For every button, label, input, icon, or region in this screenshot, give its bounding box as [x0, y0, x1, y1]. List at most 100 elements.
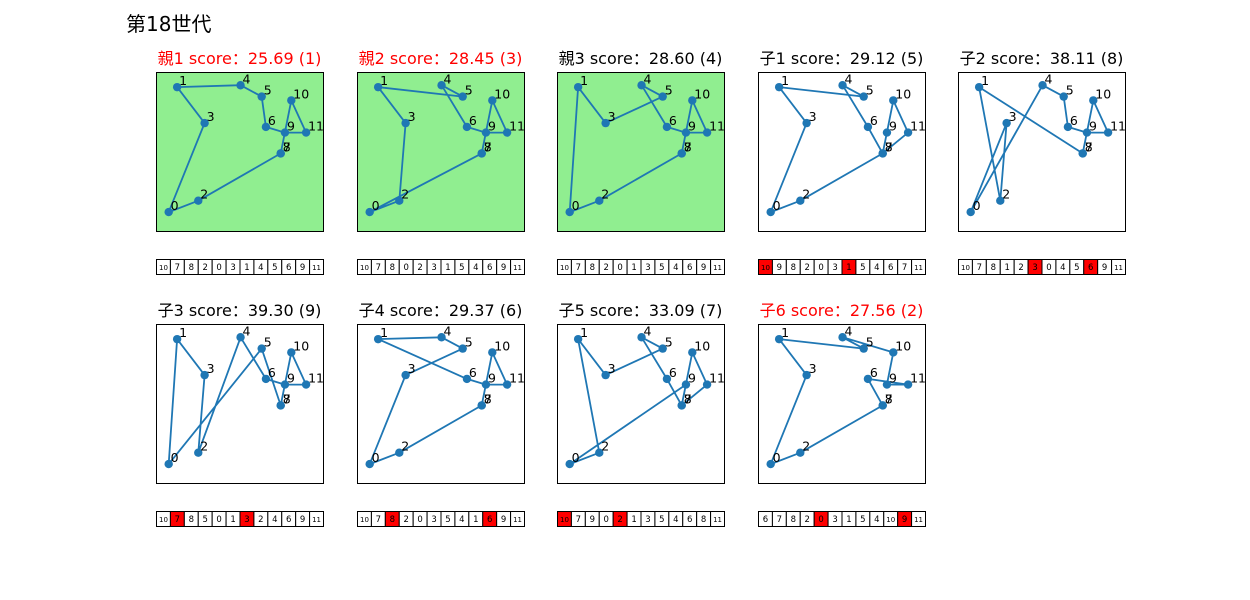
- city-point: [859, 344, 868, 353]
- plot-frame: [156, 324, 324, 484]
- city-point: [164, 459, 173, 469]
- city-point: [903, 380, 913, 389]
- gene-label: 11: [513, 264, 522, 272]
- city-point: [637, 333, 646, 342]
- gene-label: 7: [376, 263, 381, 273]
- city-point: [573, 82, 583, 92]
- gene-label: 5: [272, 263, 277, 273]
- city-label: 9: [688, 371, 696, 386]
- city-label: 9: [287, 371, 295, 386]
- city-point: [236, 81, 245, 90]
- gene-label: 9: [501, 263, 506, 273]
- city-point: [261, 374, 271, 384]
- city-label: 3: [608, 361, 616, 376]
- city-label: 7: [283, 391, 291, 406]
- gene-label: 10: [360, 516, 369, 524]
- gene-label: 6: [888, 263, 893, 273]
- city-point: [903, 128, 913, 137]
- city-label: 2: [601, 439, 609, 454]
- gene-label: 3: [244, 515, 249, 525]
- city-label: 5: [1066, 83, 1074, 98]
- gene-cell: [309, 259, 325, 275]
- city-point: [164, 207, 173, 217]
- city-point: [437, 333, 446, 342]
- city-point: [863, 374, 873, 384]
- gene-label: 6: [1088, 263, 1093, 273]
- city-point: [774, 82, 784, 92]
- city-label: 8: [283, 391, 291, 406]
- city-point: [373, 82, 383, 92]
- city-point: [365, 207, 374, 217]
- city-point: [637, 81, 646, 90]
- city-point: [1089, 96, 1098, 105]
- city-label: 6: [469, 113, 477, 128]
- page-title: 第18世代: [126, 12, 212, 36]
- city-label: 3: [408, 361, 416, 376]
- panel-title: 子4 score：29.37 (6): [359, 301, 523, 320]
- city-label: 2: [802, 439, 810, 454]
- gene-label: 0: [617, 263, 622, 273]
- city-point: [662, 122, 672, 132]
- panel-title: 親2 score：28.45 (3): [359, 49, 523, 68]
- city-label: 3: [207, 361, 215, 376]
- gene-label: 10: [360, 264, 369, 272]
- city-point: [658, 92, 667, 101]
- gene-cell: [710, 511, 725, 527]
- gene-label: 4: [1060, 263, 1065, 273]
- gene-label: 4: [874, 263, 879, 273]
- gene-label: 2: [804, 515, 809, 525]
- city-point: [401, 118, 410, 128]
- gene-label: 0: [818, 263, 823, 273]
- gene-label: 2: [617, 515, 622, 525]
- city-point: [802, 118, 811, 128]
- city-point: [974, 82, 984, 92]
- gene-label: 10: [886, 516, 895, 524]
- plot-frame: [557, 324, 725, 484]
- plot-frame: [557, 72, 725, 232]
- gene-label: 9: [777, 263, 782, 273]
- city-point: [677, 401, 686, 410]
- city-label: 0: [572, 450, 580, 465]
- city-point: [488, 96, 497, 105]
- gene-label: 4: [459, 515, 464, 525]
- city-label: 10: [895, 338, 911, 353]
- gene-label: 7: [175, 263, 180, 273]
- gene-label: 2: [258, 515, 263, 525]
- gene-label: 5: [659, 515, 664, 525]
- gene-cell: [710, 259, 725, 275]
- city-label: 5: [866, 335, 874, 350]
- city-label: 4: [444, 323, 452, 338]
- gene-label: 8: [991, 263, 996, 273]
- gene-label: 10: [560, 264, 569, 272]
- city-label: 5: [465, 83, 473, 98]
- gene-label: 5: [202, 515, 207, 525]
- gene-label: 1: [230, 515, 235, 525]
- city-point: [257, 92, 266, 101]
- city-label: 5: [264, 335, 272, 350]
- city-label: 2: [200, 439, 208, 454]
- gene-label: 11: [1114, 264, 1123, 272]
- city-point: [481, 128, 491, 137]
- city-point: [802, 370, 811, 380]
- gene-label: 2: [417, 263, 422, 273]
- gene-label: 0: [216, 515, 221, 525]
- city-label: 9: [1089, 119, 1097, 134]
- panel-title: 子1 score：29.12 (5): [760, 49, 924, 68]
- gene-label: 5: [459, 263, 464, 273]
- gene-label: 4: [258, 263, 263, 273]
- gene-label: 9: [902, 515, 907, 525]
- gene-label: 10: [560, 516, 569, 524]
- city-label: 4: [444, 71, 452, 86]
- city-label: 10: [293, 338, 309, 353]
- city-label: 8: [484, 391, 492, 406]
- city-label: 7: [1085, 139, 1093, 154]
- city-label: 3: [1009, 109, 1017, 124]
- gene-label: 6: [687, 515, 692, 525]
- city-label: 11: [709, 119, 725, 134]
- gene-label: 5: [1074, 263, 1079, 273]
- city-point: [172, 82, 182, 92]
- gene-label: 11: [713, 516, 722, 524]
